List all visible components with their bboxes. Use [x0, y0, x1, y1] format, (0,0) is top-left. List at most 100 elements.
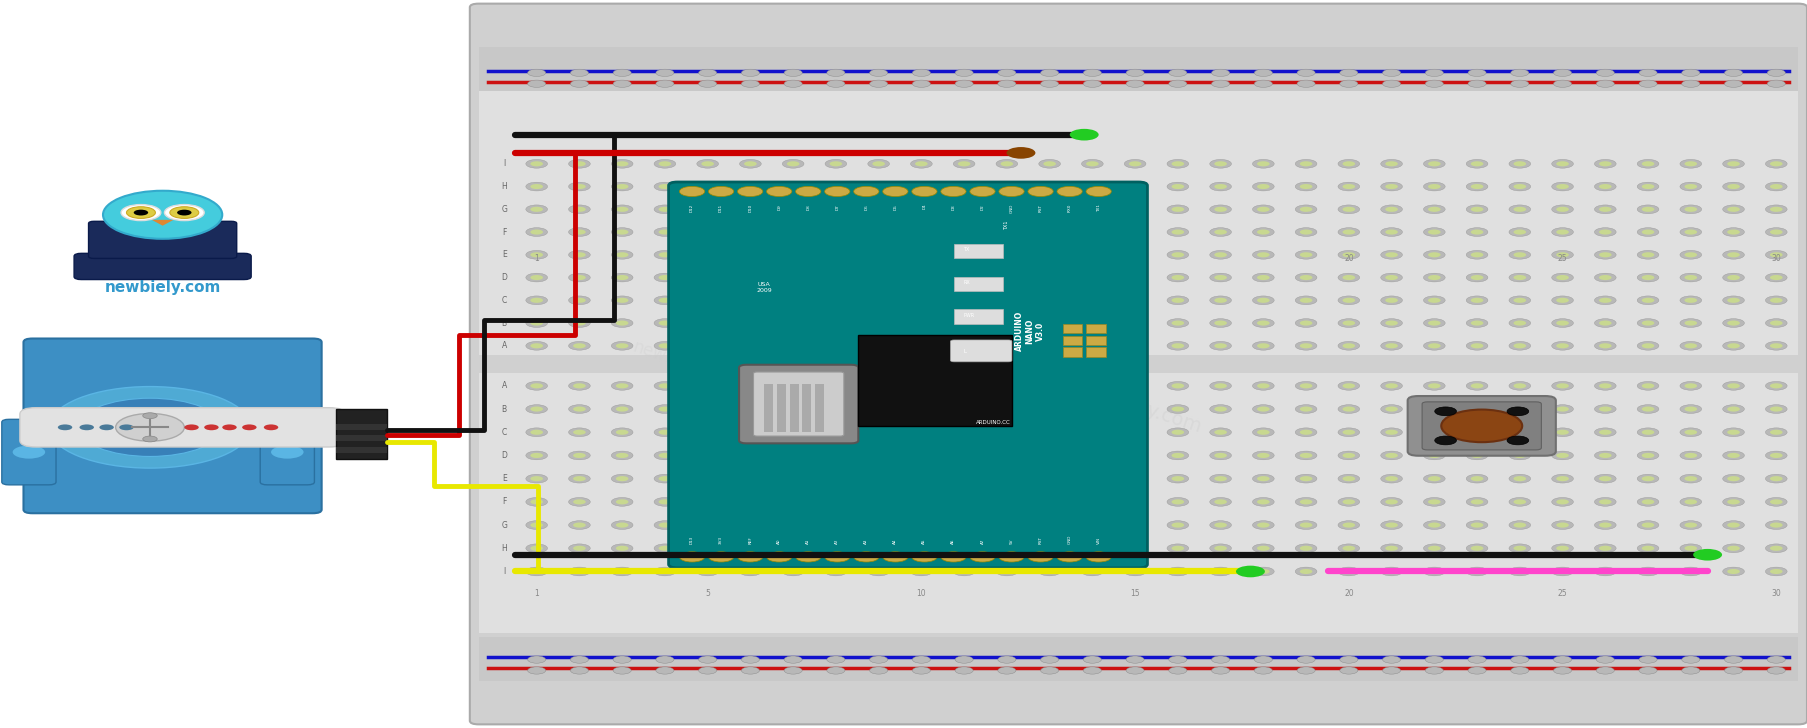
Circle shape	[1467, 80, 1485, 87]
Circle shape	[1769, 499, 1782, 505]
Circle shape	[1386, 383, 1399, 389]
Circle shape	[828, 69, 846, 76]
Circle shape	[826, 228, 847, 237]
Circle shape	[656, 80, 674, 87]
Circle shape	[1599, 453, 1612, 458]
Circle shape	[1214, 453, 1227, 458]
Text: 30: 30	[1771, 589, 1782, 598]
Circle shape	[1514, 453, 1527, 458]
Text: G: G	[501, 205, 508, 214]
Circle shape	[1252, 428, 1274, 437]
Circle shape	[1643, 569, 1655, 574]
Circle shape	[996, 228, 1017, 237]
Circle shape	[954, 475, 976, 483]
FancyBboxPatch shape	[754, 372, 844, 436]
Circle shape	[1258, 252, 1270, 257]
Circle shape	[786, 184, 799, 189]
Circle shape	[739, 428, 761, 437]
Circle shape	[1126, 80, 1144, 87]
Circle shape	[741, 656, 759, 663]
Text: I: I	[502, 567, 506, 576]
Circle shape	[1167, 428, 1189, 437]
Text: newbiely.com: newbiely.com	[631, 338, 743, 390]
Circle shape	[829, 161, 842, 166]
Circle shape	[1722, 428, 1744, 437]
Circle shape	[1722, 381, 1744, 390]
Circle shape	[571, 69, 589, 76]
Text: 5: 5	[705, 589, 710, 598]
Circle shape	[1129, 320, 1142, 325]
Circle shape	[1043, 252, 1055, 257]
Circle shape	[573, 229, 585, 234]
Circle shape	[1681, 497, 1702, 506]
Circle shape	[1769, 523, 1782, 528]
Circle shape	[1258, 499, 1270, 505]
Circle shape	[1643, 453, 1655, 458]
Bar	[954, 244, 1003, 258]
Circle shape	[1509, 405, 1531, 414]
Circle shape	[1556, 320, 1568, 325]
Circle shape	[1514, 275, 1527, 280]
Circle shape	[1171, 569, 1184, 574]
Circle shape	[1727, 499, 1740, 505]
Circle shape	[1643, 523, 1655, 528]
Circle shape	[786, 569, 799, 574]
Circle shape	[1086, 546, 1099, 551]
Circle shape	[1471, 546, 1484, 551]
Circle shape	[701, 430, 714, 435]
Circle shape	[996, 273, 1017, 282]
Circle shape	[611, 205, 632, 214]
Circle shape	[1171, 406, 1184, 411]
Circle shape	[1684, 184, 1697, 189]
Circle shape	[1639, 667, 1657, 674]
Circle shape	[573, 184, 585, 189]
Circle shape	[656, 667, 674, 674]
Circle shape	[1001, 207, 1014, 212]
Circle shape	[829, 569, 842, 574]
Text: E: E	[502, 474, 506, 483]
Circle shape	[1599, 184, 1612, 189]
Circle shape	[1296, 273, 1317, 282]
Circle shape	[1214, 229, 1227, 234]
Bar	[336, 435, 387, 441]
Circle shape	[1599, 343, 1612, 348]
Circle shape	[1296, 319, 1317, 328]
Circle shape	[1765, 228, 1787, 237]
Circle shape	[1727, 430, 1740, 435]
Circle shape	[1126, 667, 1144, 674]
Circle shape	[1039, 182, 1061, 191]
Circle shape	[786, 320, 799, 325]
Text: 25: 25	[1558, 589, 1567, 598]
Circle shape	[1381, 428, 1402, 437]
Circle shape	[1727, 453, 1740, 458]
Circle shape	[739, 475, 761, 483]
Circle shape	[1471, 252, 1484, 257]
Circle shape	[1599, 569, 1612, 574]
Circle shape	[526, 182, 548, 191]
Circle shape	[958, 546, 970, 551]
Circle shape	[1381, 567, 1402, 576]
Circle shape	[569, 544, 591, 553]
Circle shape	[1556, 546, 1568, 551]
Circle shape	[1001, 523, 1014, 528]
Circle shape	[569, 250, 591, 259]
Circle shape	[1684, 343, 1697, 348]
Circle shape	[1039, 296, 1061, 304]
Circle shape	[996, 544, 1017, 553]
Bar	[336, 447, 387, 453]
Circle shape	[654, 428, 676, 437]
Circle shape	[1214, 430, 1227, 435]
Circle shape	[1386, 275, 1399, 280]
Circle shape	[954, 428, 976, 437]
Circle shape	[1594, 475, 1615, 483]
FancyBboxPatch shape	[20, 408, 345, 447]
Circle shape	[1471, 499, 1484, 505]
Circle shape	[616, 161, 629, 166]
Circle shape	[701, 343, 714, 348]
Circle shape	[1258, 406, 1270, 411]
Circle shape	[911, 521, 932, 529]
Circle shape	[569, 451, 591, 460]
Circle shape	[786, 383, 799, 389]
Circle shape	[1727, 383, 1740, 389]
Circle shape	[1254, 656, 1272, 663]
